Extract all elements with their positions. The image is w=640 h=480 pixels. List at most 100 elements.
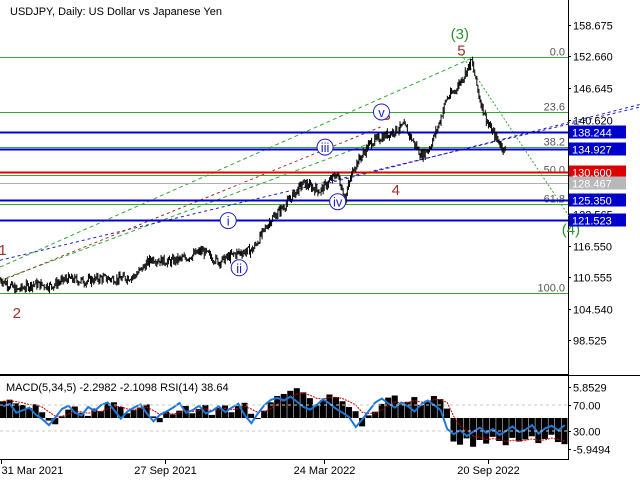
fib-level-label: 0.0 — [550, 47, 565, 59]
macd-histogram-bar — [143, 404, 150, 418]
rsi-line — [2, 395, 566, 438]
macd-histogram-bar — [372, 411, 379, 418]
macd-histogram-bar — [261, 410, 268, 418]
wave-label-circle — [219, 212, 237, 230]
price-tick-label: 152.660 — [573, 52, 613, 64]
macd-histogram-bar — [365, 415, 372, 418]
macd-histogram-bar — [430, 396, 437, 418]
horizontal-levels — [0, 131, 568, 222]
macd-histogram-bar — [248, 413, 255, 418]
price-tick-label: 116.550 — [573, 242, 612, 254]
wave-label: iii — [321, 140, 330, 155]
level-price-box — [569, 193, 626, 207]
macd-histogram-bar — [215, 408, 222, 418]
level-price-box — [569, 213, 626, 227]
macd-histogram-bar — [117, 407, 124, 418]
macd-histogram-bar — [104, 403, 111, 418]
wave-label: (3) — [451, 26, 469, 43]
macd-histogram-bar — [176, 410, 183, 418]
level-price-text: 121.523 — [572, 216, 612, 228]
macd-histogram-bar — [189, 413, 196, 418]
macd-histogram-bar — [45, 418, 52, 421]
macd-histogram-bar — [6, 399, 13, 418]
wave-label: 4 — [392, 182, 400, 199]
level-price-text: 128.467 — [572, 179, 612, 191]
price-tick-label: 98.525 — [573, 336, 607, 348]
macd-histogram-bar — [398, 404, 405, 418]
wave-label-circle — [230, 259, 248, 277]
macd-histogram-bar — [385, 397, 392, 418]
indicator-title: MACD(5,34,5) -2.2982 -2.1098 RSI(14) 38.… — [6, 382, 229, 394]
macd-histogram-bar — [208, 414, 215, 418]
trend-line — [0, 57, 472, 268]
time-axis: 31 Mar 2021 27 Sep 2021 24 Mar 2022 20 Sep … — [1, 460, 520, 477]
macd-histogram-bar — [169, 414, 176, 418]
macd-histogram-bar — [346, 407, 353, 418]
wave-label: i — [227, 214, 230, 229]
macd-histogram-bar — [84, 415, 91, 418]
macd-histogram-bar — [404, 401, 411, 418]
macd-histogram-bar — [91, 408, 98, 418]
level-price-box — [569, 142, 626, 156]
time-tick-label: 27 Sep 2021 — [134, 465, 196, 477]
macd-histogram-bar — [0, 401, 7, 418]
macd-histogram-bar — [306, 398, 313, 418]
macd-histogram-bar — [378, 403, 385, 418]
price-tick-label: 158.675 — [573, 21, 613, 33]
level-price-text: 134.927 — [572, 145, 612, 157]
macd-histogram-bar — [450, 418, 457, 442]
level-price-labels: 138.244134.927130.600128.467125.350121.5… — [569, 125, 626, 228]
fib-level-label: 100.0 — [537, 283, 565, 295]
macd-histogram-bar — [124, 413, 131, 418]
fib-level-label: 38.2 — [544, 137, 565, 149]
wave-label: v — [378, 105, 385, 120]
trend-line — [0, 126, 381, 282]
wave-label-circle — [329, 193, 347, 211]
level-price-box — [569, 165, 626, 179]
time-tick-label: 20 Sep 2022 — [457, 465, 519, 477]
wave-label-circle — [372, 103, 390, 121]
wave-label-circle — [316, 138, 334, 156]
macd-histogram-bar — [326, 394, 333, 418]
macd-histogram-bar — [254, 418, 261, 420]
macd-histogram-bar — [26, 408, 33, 418]
indicator-axis: 5.8529 70.00 30.00 -5.9494 — [0, 383, 610, 457]
indicator-tick-label: 30.00 — [573, 427, 601, 439]
macd-histogram-bar — [241, 402, 248, 418]
macd-histogram-bar — [417, 404, 424, 418]
macd-histogram-bar — [97, 411, 104, 418]
macd-histogram-bar — [313, 404, 320, 418]
macd-histogram-bar — [150, 416, 157, 418]
macd-histogram-bar — [528, 418, 535, 437]
wave-label: 5 — [457, 43, 465, 60]
macd-histogram-bar — [163, 411, 170, 418]
wave-label: iv — [333, 195, 343, 210]
price-tick-label: 140.620 — [573, 116, 613, 128]
level-price-box — [569, 125, 626, 139]
level-price-text: 125.350 — [572, 196, 612, 208]
price-tick-label: 146.645 — [573, 84, 613, 96]
macd-histogram-bar — [58, 416, 65, 418]
macd-histogram-bar — [411, 397, 418, 418]
time-tick-label: 31 Mar 2021 — [2, 465, 64, 477]
macd-histogram-bar — [509, 418, 516, 438]
rsi-line — [2, 395, 566, 438]
trend-line — [0, 130, 405, 281]
fib-level-label: 23.6 — [544, 102, 565, 114]
macd-histogram-bar — [437, 399, 444, 418]
macd-histogram-bar — [19, 404, 26, 418]
macd-histogram-bar — [319, 400, 326, 418]
macd-histogram-bar — [130, 410, 137, 418]
macd-histogram-bar — [137, 407, 144, 418]
level-price-text: 138.244 — [572, 128, 612, 140]
wave-label: 1 — [0, 242, 7, 259]
macd-histogram-bar — [235, 405, 242, 418]
macd-histogram-bar — [228, 412, 235, 418]
macd-histogram-bar — [32, 404, 39, 418]
macd-histogram-bar — [535, 418, 542, 444]
macd-histogram-bar — [515, 418, 522, 442]
indicator-tick-label: -5.9494 — [573, 445, 610, 457]
